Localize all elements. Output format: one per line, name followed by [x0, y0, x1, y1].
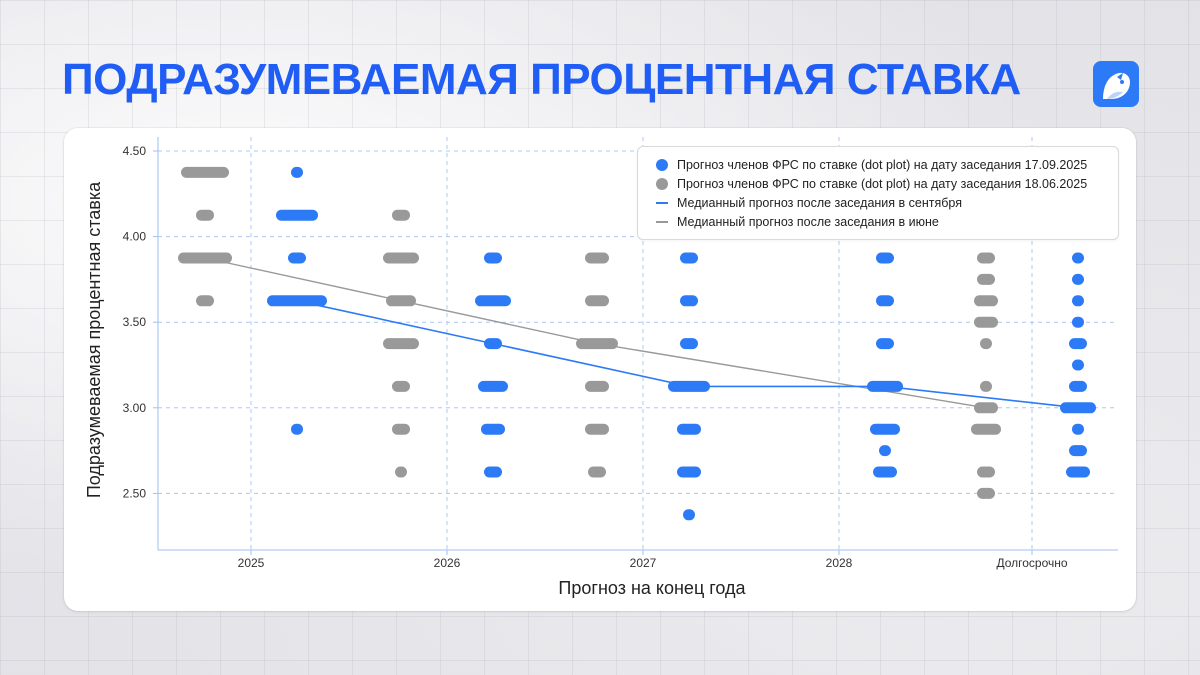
dot-sept: [1072, 252, 1084, 264]
dot-june: [585, 295, 609, 307]
dot-sept: [683, 509, 695, 521]
dot-june: [980, 380, 992, 392]
dot-sept: [291, 423, 303, 435]
dot-june: [977, 466, 995, 478]
dot-sept: [1069, 380, 1087, 392]
dot-sept: [668, 380, 710, 392]
x-tick-label: 2028: [826, 556, 853, 570]
median-line-june: [204, 257, 987, 409]
dot-sept: [1072, 423, 1084, 435]
legend-item-sept-dots: Прогноз членов ФРС по ставке (dot plot) …: [656, 155, 1118, 174]
y-tick-label: 2.50: [123, 486, 147, 500]
dot-june: [977, 252, 995, 264]
dot-june: [395, 466, 407, 478]
dot-june: [585, 380, 609, 392]
legend-swatch-sept-line: [656, 201, 668, 204]
dot-sept: [680, 295, 698, 307]
median-lines: [204, 257, 1079, 409]
dot-sept: [677, 466, 701, 478]
dot-sept: [475, 295, 511, 307]
x-axis-label: Прогноз на конец года: [558, 578, 746, 598]
legend-label: Медианный прогноз после заседания в июне: [677, 214, 939, 229]
y-tick-label: 4.00: [123, 230, 147, 244]
dot-sept: [1066, 466, 1090, 478]
dot-sept: [484, 338, 502, 350]
page-title: ПОДРАЗУМЕВАЕМАЯ ПРОЦЕНТНАЯ СТАВКА: [62, 55, 1021, 104]
dot-june: [196, 295, 214, 307]
legend-label: Прогноз членов ФРС по ставке (dot plot) …: [677, 157, 1088, 172]
dot-sept: [288, 252, 306, 264]
dot-june: [974, 316, 998, 328]
dot-sept: [484, 466, 502, 478]
chart-legend: Прогноз членов ФРС по ставке (dot plot) …: [637, 146, 1119, 240]
dot-june: [971, 423, 1001, 435]
dot-june: [974, 402, 998, 414]
dot-june: [974, 295, 998, 307]
dot-sept: [1072, 316, 1084, 328]
dot-sept: [870, 423, 900, 435]
legend-item-june-dots: Прогноз членов ФРС по ставке (dot plot) …: [656, 174, 1118, 193]
dot-sept: [677, 423, 701, 435]
legend-label: Медианный прогноз после заседания в сент…: [677, 195, 962, 210]
dot-june: [386, 295, 416, 307]
dot-sept: [680, 252, 698, 264]
bird-logo-icon: [1093, 61, 1139, 107]
dot-sept: [291, 166, 303, 178]
x-tick-label: Долгосрочно: [996, 556, 1067, 570]
dot-june: [392, 380, 410, 392]
y-tick-label: 3.50: [123, 315, 147, 329]
dot-june: [392, 209, 410, 221]
x-tick-label: 2027: [630, 556, 657, 570]
dot-sept: [867, 380, 903, 392]
dot-sept: [478, 380, 508, 392]
dot-sept: [1060, 402, 1096, 414]
dot-june: [585, 252, 609, 264]
dot-june: [585, 423, 609, 435]
x-tick-label: 2025: [238, 556, 265, 570]
dot-sept: [1072, 273, 1084, 285]
dot-sept: [267, 295, 327, 307]
dot-june: [588, 466, 606, 478]
legend-swatch-june-line: [656, 220, 668, 223]
dot-sept: [1069, 445, 1087, 457]
dot-marks: [178, 166, 1096, 521]
x-tick-label: 2026: [434, 556, 461, 570]
y-tick-labels: 4.50 4.00 3.50 3.00 2.50: [123, 144, 158, 500]
dot-sept: [1072, 295, 1084, 307]
dot-sept: [1069, 338, 1087, 350]
dot-sept: [873, 466, 897, 478]
dot-sept: [276, 209, 318, 221]
legend-label: Прогноз членов ФРС по ставке (dot plot) …: [677, 176, 1088, 191]
dot-sept: [876, 295, 894, 307]
y-axis-label: Подразумеваемая процентная ставка: [84, 181, 104, 498]
dot-june: [980, 338, 992, 350]
dot-june: [383, 252, 419, 264]
dot-june: [196, 209, 214, 221]
dot-june: [977, 273, 995, 285]
dot-june: [383, 338, 419, 350]
dot-june: [576, 338, 618, 350]
dot-sept: [876, 338, 894, 350]
y-tick-label: 3.00: [123, 401, 147, 415]
dot-june: [178, 252, 232, 264]
dot-sept: [1072, 359, 1084, 371]
dot-sept: [481, 423, 505, 435]
dot-sept: [879, 445, 891, 457]
y-tick-label: 4.50: [123, 144, 147, 158]
legend-swatch-sept-dot: [656, 158, 668, 171]
dot-june: [392, 423, 410, 435]
x-tick-labels: 2025 2026 2027 2028 Долгосрочно: [238, 550, 1068, 570]
dot-june: [977, 487, 995, 499]
legend-swatch-june-dot: [656, 177, 668, 190]
legend-item-sept-median: Медианный прогноз после заседания в сент…: [656, 193, 1118, 212]
dot-june: [181, 166, 229, 178]
dot-sept: [484, 252, 502, 264]
legend-item-june-median: Медианный прогноз после заседания в июне: [656, 212, 1118, 231]
dot-sept: [680, 338, 698, 350]
dot-sept: [876, 252, 894, 264]
